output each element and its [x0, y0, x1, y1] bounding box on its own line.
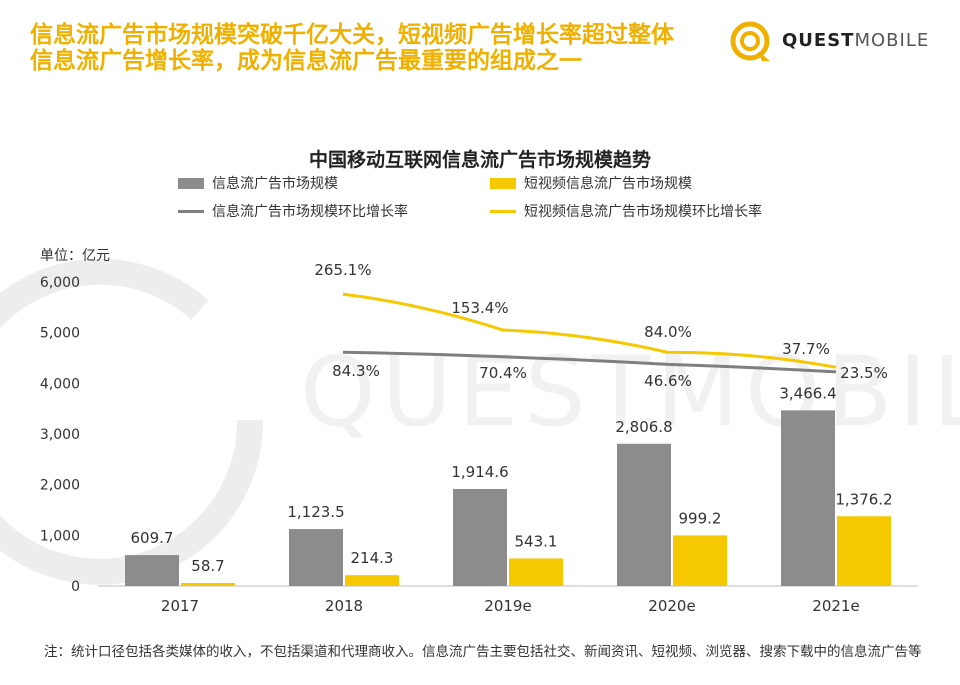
legend-label: 信息流广告市场规模: [212, 176, 338, 192]
x-tick-label: 2018: [325, 597, 363, 615]
bar-yellow: [345, 575, 399, 586]
bar-yellow: [673, 535, 727, 586]
legend-label: 短视频信息流广告市场规模: [524, 176, 692, 192]
bar-gray-value-label: 3,466.4: [779, 384, 836, 402]
line-gray-point-label: 70.4%: [479, 364, 527, 382]
x-tick-label: 2017: [161, 597, 199, 615]
logo-icon: [730, 21, 770, 61]
y-tick-label: 2,000: [40, 478, 80, 494]
legend-label: 信息流广告市场规模环比增长率: [212, 204, 408, 220]
headline-line-1: 信息流广告市场规模突破千亿大关，短视频广告增长率超过整体: [30, 22, 674, 48]
legend-swatch: [178, 177, 204, 189]
y-tick-label: 6,000: [40, 275, 80, 291]
legend-label: 短视频信息流广告市场规模环比增长率: [524, 204, 762, 220]
logo-wordmark: QUESTMOBILE: [782, 30, 929, 51]
bar-gray-value-label: 1,123.5: [287, 503, 344, 521]
line-gray-point-label: 23.5%: [840, 364, 888, 382]
bar-yellow: [837, 516, 891, 586]
line-yellow-point-label: 153.4%: [451, 299, 508, 317]
bar-gray: [289, 529, 343, 586]
line-yellow-growth: [342, 292, 837, 369]
footnote: 注：统计口径包括各类媒体的收入，不包括渠道和代理商收入。信息流广告主要包括社交、…: [44, 644, 922, 660]
y-tick-label: 0: [71, 579, 80, 595]
questmobile-logo: QUESTMOBILE: [728, 17, 948, 67]
y-tick-label: 5,000: [40, 326, 80, 342]
bar-yellow-value-label: 543.1: [515, 532, 558, 550]
line-yellow-point-label: 37.7%: [782, 340, 830, 358]
legend-line: [490, 209, 516, 213]
bar-gray: [617, 443, 671, 586]
x-tick-label: 2019e: [484, 597, 531, 615]
bar-yellow-value-label: 214.3: [351, 549, 394, 567]
x-tick-label: 2021e: [812, 597, 859, 615]
legend-item-yellow-line: 短视频信息流广告市场规模环比增长率: [490, 201, 762, 221]
y-tick-label: 1,000: [40, 528, 80, 544]
legend-line: [178, 209, 204, 213]
headline-line-2: 信息流广告增长率，成为信息流广告最重要的组成之一: [30, 48, 582, 74]
bar-yellow: [181, 583, 235, 586]
line-gray-growth: [342, 350, 837, 374]
bar-gray-value-label: 2,806.8: [615, 418, 672, 436]
line-gray-point-label: 46.6%: [644, 372, 692, 390]
bar-gray: [453, 488, 507, 586]
bar-yellow-value-label: 58.7: [191, 557, 224, 575]
bar-gray: [781, 410, 835, 586]
y-tick-label: 3,000: [40, 427, 80, 443]
bar-gray-value-label: 1,914.6: [451, 463, 508, 481]
x-tick-label: 2020e: [648, 597, 695, 615]
unit-label: 单位：亿元: [40, 248, 110, 264]
line-gray-point-label: 84.3%: [332, 362, 380, 380]
line-yellow-point-label: 84.0%: [644, 323, 692, 341]
bar-yellow-value-label: 999.2: [679, 509, 722, 527]
legend-item-gray-bar: 信息流广告市场规模: [178, 173, 338, 193]
legend-item-yellow-bar: 短视频信息流广告市场规模: [490, 173, 692, 193]
logo-wordmark-mobile: MOBILE: [854, 30, 930, 51]
legend-item-gray-line: 信息流广告市场规模环比增长率: [178, 201, 408, 221]
bar-gray-value-label: 609.7: [131, 529, 174, 547]
bar-yellow: [509, 558, 563, 586]
logo-wordmark-quest: QUEST: [782, 30, 855, 51]
line-yellow-point-label: 265.1%: [314, 261, 371, 279]
headline: 信息流广告市场规模突破千亿大关，短视频广告增长率超过整体 信息流广告增长率，成为…: [30, 22, 674, 74]
legend-swatch: [490, 177, 516, 189]
chart-title: 中国移动互联网信息流广告市场规模趋势: [308, 149, 651, 171]
bar-gray: [125, 555, 179, 586]
bar-yellow-value-label: 1,376.2: [835, 490, 892, 508]
y-tick-label: 4,000: [40, 376, 80, 392]
